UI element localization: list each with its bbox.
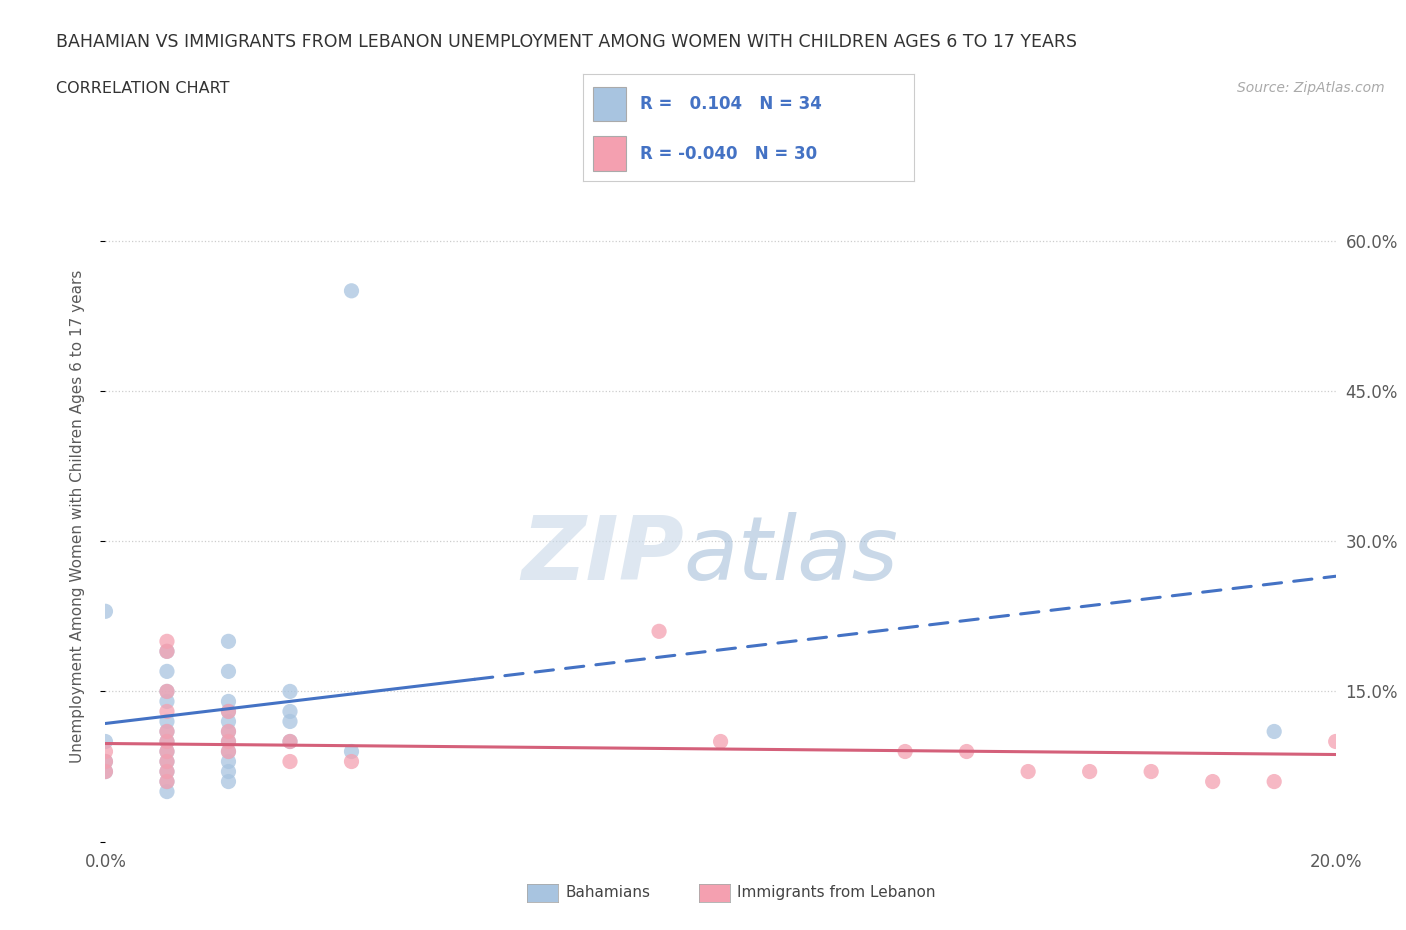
Bar: [593, 87, 627, 122]
Point: [1201, 774, 1223, 789]
Point: [156, 644, 179, 658]
Point: [156, 784, 179, 799]
Point: [1078, 764, 1101, 779]
Point: [218, 704, 240, 719]
Point: [94, 764, 117, 779]
Point: [648, 624, 671, 639]
Point: [218, 774, 240, 789]
Point: [156, 704, 179, 719]
Point: [278, 754, 301, 769]
Point: [156, 694, 179, 709]
Point: [340, 284, 363, 299]
Point: [218, 664, 240, 679]
Point: [710, 734, 733, 749]
Point: [94, 764, 117, 779]
Text: Source: ZipAtlas.com: Source: ZipAtlas.com: [1237, 81, 1385, 95]
Text: R =   0.104   N = 34: R = 0.104 N = 34: [640, 96, 821, 113]
Point: [156, 754, 179, 769]
Point: [218, 714, 240, 729]
Point: [1263, 724, 1285, 739]
Point: [956, 744, 979, 759]
Point: [156, 724, 179, 739]
Point: [218, 724, 240, 739]
Point: [156, 774, 179, 789]
Point: [94, 754, 117, 769]
Text: BAHAMIAN VS IMMIGRANTS FROM LEBANON UNEMPLOYMENT AMONG WOMEN WITH CHILDREN AGES : BAHAMIAN VS IMMIGRANTS FROM LEBANON UNEM…: [56, 33, 1077, 50]
Point: [156, 764, 179, 779]
Point: [156, 684, 179, 698]
Text: atlas: atlas: [683, 512, 898, 598]
Point: [156, 684, 179, 698]
Bar: [593, 137, 627, 171]
Text: ZIP: ZIP: [520, 512, 683, 599]
Point: [218, 724, 240, 739]
Point: [156, 774, 179, 789]
Point: [340, 744, 363, 759]
Point: [218, 744, 240, 759]
Point: [278, 684, 301, 698]
Point: [278, 714, 301, 729]
Text: Bahamians: Bahamians: [565, 885, 650, 900]
Point: [156, 724, 179, 739]
Point: [94, 734, 117, 749]
Point: [94, 744, 117, 759]
Point: [94, 754, 117, 769]
Point: [1324, 734, 1347, 749]
Point: [218, 734, 240, 749]
Point: [218, 744, 240, 759]
Point: [156, 734, 179, 749]
Text: Immigrants from Lebanon: Immigrants from Lebanon: [737, 885, 935, 900]
Point: [1263, 774, 1285, 789]
Point: [156, 744, 179, 759]
Point: [1140, 764, 1163, 779]
Point: [218, 704, 240, 719]
Point: [1017, 764, 1039, 779]
Point: [218, 634, 240, 649]
Point: [218, 734, 240, 749]
Point: [156, 754, 179, 769]
Point: [156, 764, 179, 779]
Point: [156, 734, 179, 749]
Point: [156, 634, 179, 649]
Point: [156, 714, 179, 729]
Point: [894, 744, 917, 759]
Point: [278, 704, 301, 719]
Point: [94, 604, 117, 618]
Text: R = -0.040   N = 30: R = -0.040 N = 30: [640, 144, 817, 163]
Point: [218, 764, 240, 779]
Point: [156, 664, 179, 679]
Point: [278, 734, 301, 749]
Point: [156, 644, 179, 658]
Point: [340, 754, 363, 769]
Point: [156, 744, 179, 759]
Point: [218, 754, 240, 769]
Text: CORRELATION CHART: CORRELATION CHART: [56, 81, 229, 96]
Point: [278, 734, 301, 749]
Y-axis label: Unemployment Among Women with Children Ages 6 to 17 years: Unemployment Among Women with Children A…: [70, 270, 84, 763]
Point: [218, 694, 240, 709]
